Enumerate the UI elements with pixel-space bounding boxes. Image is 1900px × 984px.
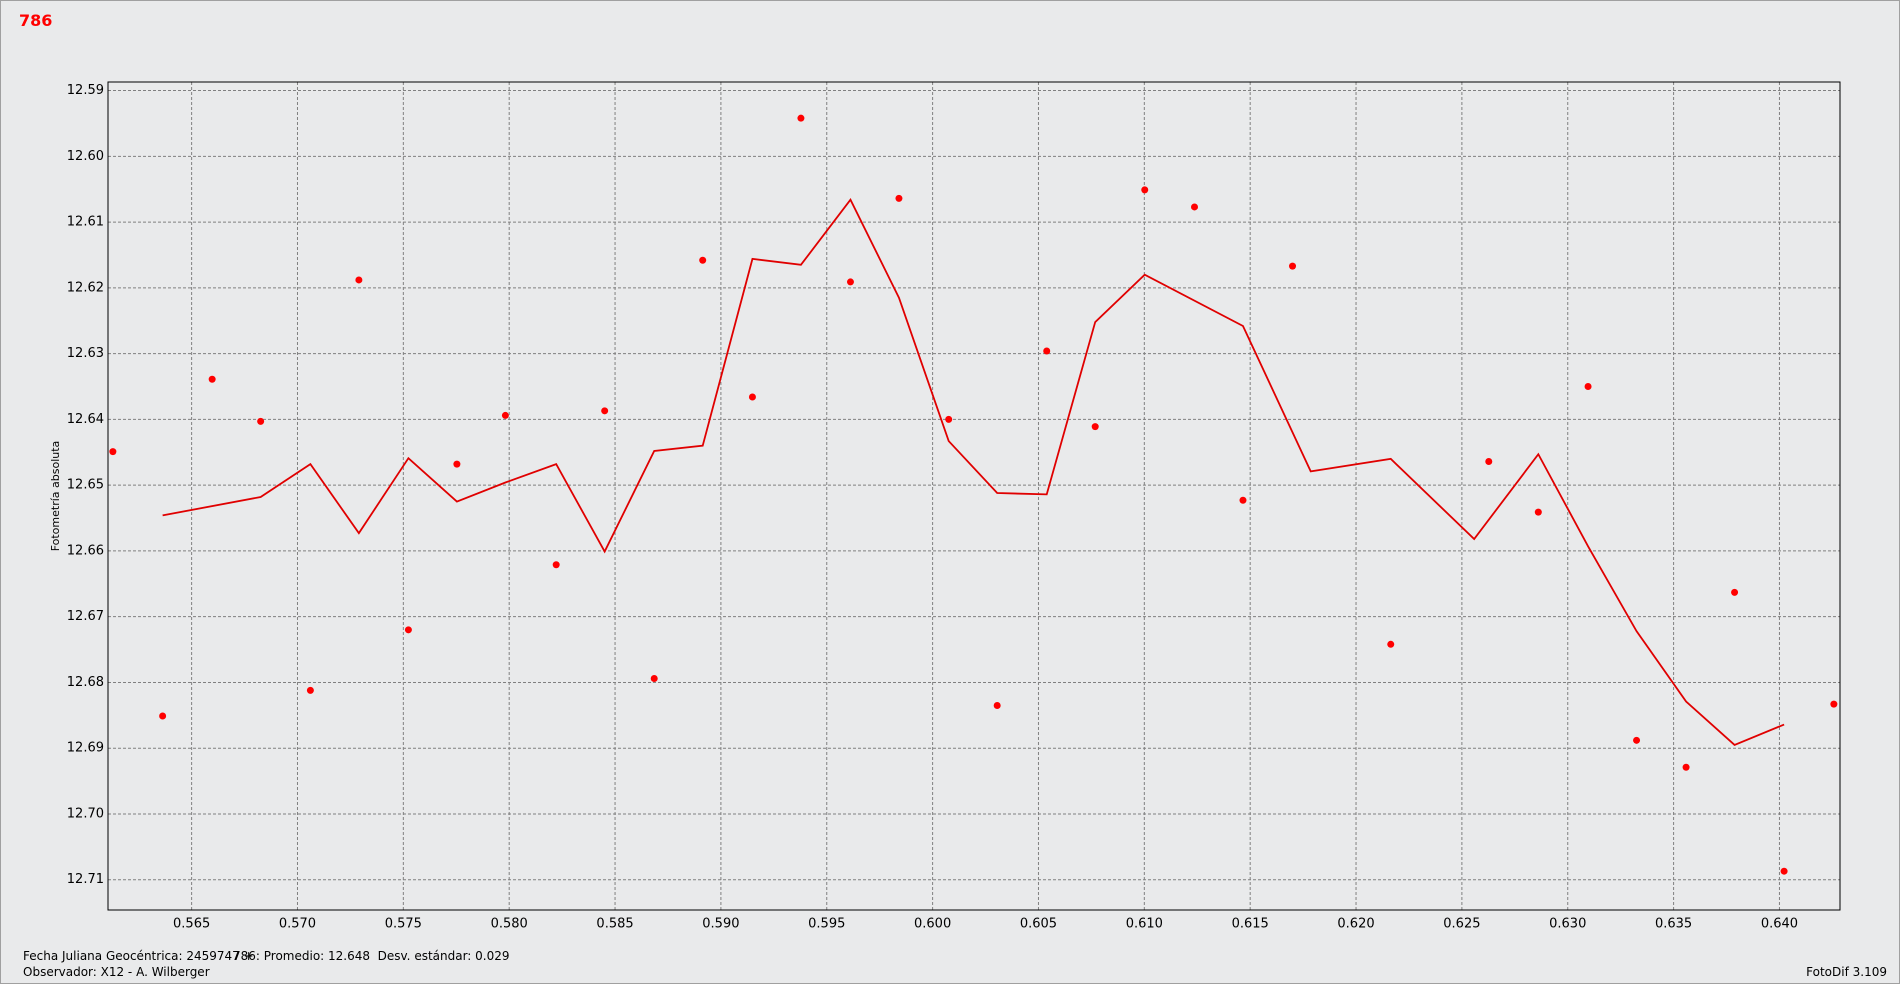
y-axis-label: Fotometría absoluta	[49, 441, 62, 552]
x-tick-label: 0.635	[1655, 917, 1692, 932]
data-point	[1780, 867, 1788, 875]
data-point	[208, 375, 216, 383]
data-point	[1289, 262, 1297, 270]
data-line	[162, 198, 1785, 746]
data-point	[1485, 457, 1493, 465]
x-tick-label: 0.630	[1549, 917, 1586, 932]
data-point	[945, 415, 953, 423]
y-tick-label: 12.62	[67, 280, 104, 295]
y-tick-label: 12.60	[67, 149, 104, 164]
data-point	[1190, 203, 1198, 211]
data-point	[453, 460, 461, 468]
data-point	[846, 278, 854, 286]
y-tick-label: 12.61	[67, 215, 104, 230]
x-tick-label: 0.640	[1761, 917, 1798, 932]
data-point	[797, 114, 805, 122]
data-point	[895, 194, 903, 202]
data-point	[748, 393, 756, 401]
plot-border	[107, 81, 1841, 911]
x-tick-label: 0.565	[173, 917, 210, 932]
y-tick-label: 12.64	[67, 412, 104, 427]
data-point	[699, 256, 707, 264]
data-point	[1682, 763, 1690, 771]
x-tick-label: 0.605	[1020, 917, 1057, 932]
y-tick-label: 12.70	[67, 806, 104, 821]
x-tick-label: 0.615	[1232, 917, 1269, 932]
data-point	[993, 701, 1001, 709]
data-point	[1731, 588, 1739, 596]
chart-title: 786	[19, 11, 53, 30]
y-tick-label: 12.69	[67, 741, 104, 756]
y-tick-label: 12.68	[67, 675, 104, 690]
data-point	[601, 407, 609, 415]
x-tick-label: 0.570	[279, 917, 316, 932]
x-tick-label: 0.610	[1126, 917, 1163, 932]
x-tick-label: 0.620	[1337, 917, 1374, 932]
data-point	[1584, 382, 1592, 390]
data-point	[1091, 423, 1099, 431]
chart: 12.59 12.60 12.61 12.62 12.63 12.64 12.65 12.66…	[49, 81, 1841, 932]
data-point	[355, 276, 363, 284]
version: FotoDif 3.109	[1806, 965, 1887, 979]
x-tick-label: 0.625	[1443, 917, 1480, 932]
data-point	[1534, 508, 1542, 516]
data-point	[109, 448, 117, 456]
data-point	[404, 626, 412, 634]
data-point	[501, 411, 509, 419]
observer: Observador: X12 - A. Wilberger	[23, 965, 210, 979]
y-tick-label: 12.67	[67, 609, 104, 624]
x-tick-label: 0.575	[385, 917, 422, 932]
data-point	[257, 417, 265, 425]
y-tick-label: 12.59	[67, 83, 104, 98]
x-tick-label: 0.590	[702, 917, 739, 932]
data-point	[306, 686, 314, 694]
y-tick-label: 12.65	[67, 478, 104, 493]
x-tick-label: 0.580	[491, 917, 528, 932]
data-point	[1141, 186, 1149, 194]
data-point	[1043, 347, 1051, 355]
x-tick-label: 0.595	[808, 917, 845, 932]
data-point	[1387, 640, 1395, 648]
y-tick-label: 12.63	[67, 346, 104, 361]
data-point	[552, 561, 560, 569]
data-point	[159, 712, 167, 720]
data-point	[650, 675, 658, 683]
x-tick-label: 0.600	[914, 917, 951, 932]
stats: 786: Promedio: 12.648 Desv. estándar: 0.…	[233, 949, 510, 963]
plot-area	[108, 82, 1840, 910]
y-tick-label: 12.71	[67, 872, 104, 887]
date-label: Fecha Juliana Geocéntrica: 2459747 +	[23, 949, 254, 963]
data-point	[1830, 700, 1838, 708]
data-point	[1239, 496, 1247, 504]
data-point	[1633, 736, 1641, 744]
x-tick-label: 0.585	[596, 917, 633, 932]
y-tick-label: 12.66	[67, 543, 104, 558]
